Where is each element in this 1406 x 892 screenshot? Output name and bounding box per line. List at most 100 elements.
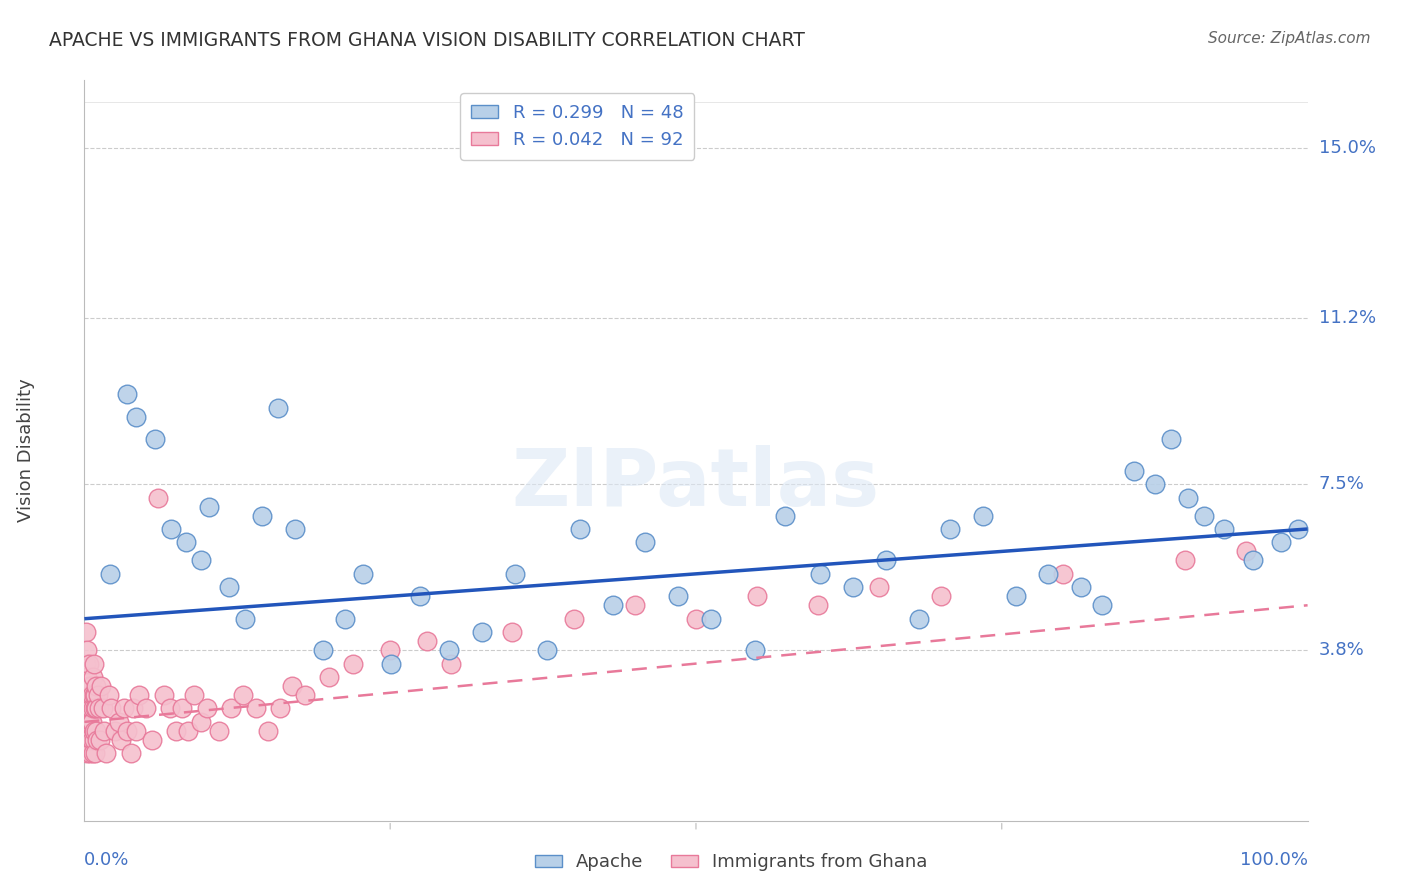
Point [115, 387, 138, 401]
Point [79, 747, 101, 761]
Point [907, 612, 929, 626]
Point [77, 732, 100, 747]
Point [75, 688, 97, 702]
Point [342, 657, 364, 671]
Point [1070, 580, 1092, 594]
Point [198, 500, 221, 514]
Point [744, 643, 766, 657]
Point [190, 714, 212, 729]
Point [841, 580, 863, 594]
Point [84, 747, 107, 761]
Text: 15.0%: 15.0% [1319, 138, 1375, 157]
Text: APACHE VS IMMIGRANTS FROM GHANA VISION DISABILITY CORRELATION CHART: APACHE VS IMMIGRANTS FROM GHANA VISION D… [49, 31, 806, 50]
Point [666, 589, 689, 603]
Point [77, 732, 100, 747]
Point [90, 679, 112, 693]
Point [1174, 553, 1197, 567]
Point [93, 723, 115, 738]
Point [1236, 544, 1258, 558]
Point [869, 580, 891, 594]
Point [808, 566, 831, 581]
Point [437, 643, 460, 657]
Point [80, 701, 103, 715]
Point [1005, 589, 1028, 603]
Point [89, 732, 111, 747]
Point [128, 688, 150, 702]
Point [333, 612, 356, 626]
Point [84, 679, 107, 693]
Point [1241, 553, 1264, 567]
Point [84, 701, 107, 715]
Point [120, 747, 142, 761]
Point [143, 432, 166, 446]
Point [440, 657, 463, 671]
Point [568, 522, 591, 536]
Point [160, 522, 183, 536]
Text: 100.0%: 100.0% [1240, 851, 1308, 869]
Point [98, 566, 121, 581]
Point [76, 747, 98, 761]
Point [79, 701, 101, 715]
Point [87, 688, 110, 702]
Point [80, 714, 103, 729]
Point [1213, 522, 1236, 536]
Point [83, 723, 105, 738]
Point [77, 688, 100, 702]
Point [208, 723, 231, 738]
Point [84, 723, 107, 738]
Text: 3.8%: 3.8% [1319, 641, 1364, 659]
Point [929, 589, 952, 603]
Point [80, 688, 103, 702]
Legend: R = 0.299   N = 48, R = 0.042   N = 92: R = 0.299 N = 48, R = 0.042 N = 92 [460, 93, 695, 160]
Text: 7.5%: 7.5% [1319, 475, 1365, 493]
Point [82, 714, 104, 729]
Point [141, 732, 163, 747]
Point [471, 625, 494, 640]
Point [269, 701, 291, 715]
Point [125, 409, 148, 424]
Point [83, 732, 105, 747]
Point [775, 508, 797, 523]
Point [380, 657, 402, 671]
Point [183, 688, 205, 702]
Point [281, 679, 304, 693]
Text: Vision Disability: Vision Disability [17, 378, 35, 523]
Point [218, 580, 240, 594]
Point [83, 688, 105, 702]
Point [633, 535, 655, 549]
Point [257, 723, 280, 738]
Point [76, 670, 98, 684]
Point [233, 612, 256, 626]
Point [77, 657, 100, 671]
Point [266, 401, 288, 415]
Point [1052, 566, 1074, 581]
Point [219, 701, 242, 715]
Point [380, 643, 402, 657]
Point [352, 566, 374, 581]
Point [875, 553, 897, 567]
Point [939, 522, 962, 536]
Point [807, 599, 830, 613]
Point [97, 688, 120, 702]
Point [408, 589, 430, 603]
Point [86, 732, 108, 747]
Point [75, 625, 97, 640]
Point [82, 701, 104, 715]
Point [77, 701, 100, 715]
Point [159, 701, 181, 715]
Point [172, 701, 194, 715]
Point [624, 599, 647, 613]
Point [73, 714, 96, 729]
Point [174, 535, 197, 549]
Point [245, 701, 267, 715]
Point [96, 747, 118, 761]
Point [83, 688, 105, 702]
Point [153, 688, 176, 702]
Point [146, 491, 169, 505]
Text: Source: ZipAtlas.com: Source: ZipAtlas.com [1208, 31, 1371, 46]
Point [125, 723, 148, 738]
Point [86, 701, 108, 715]
Text: 0.0%: 0.0% [84, 851, 129, 869]
Point [83, 657, 105, 671]
Point [562, 612, 585, 626]
